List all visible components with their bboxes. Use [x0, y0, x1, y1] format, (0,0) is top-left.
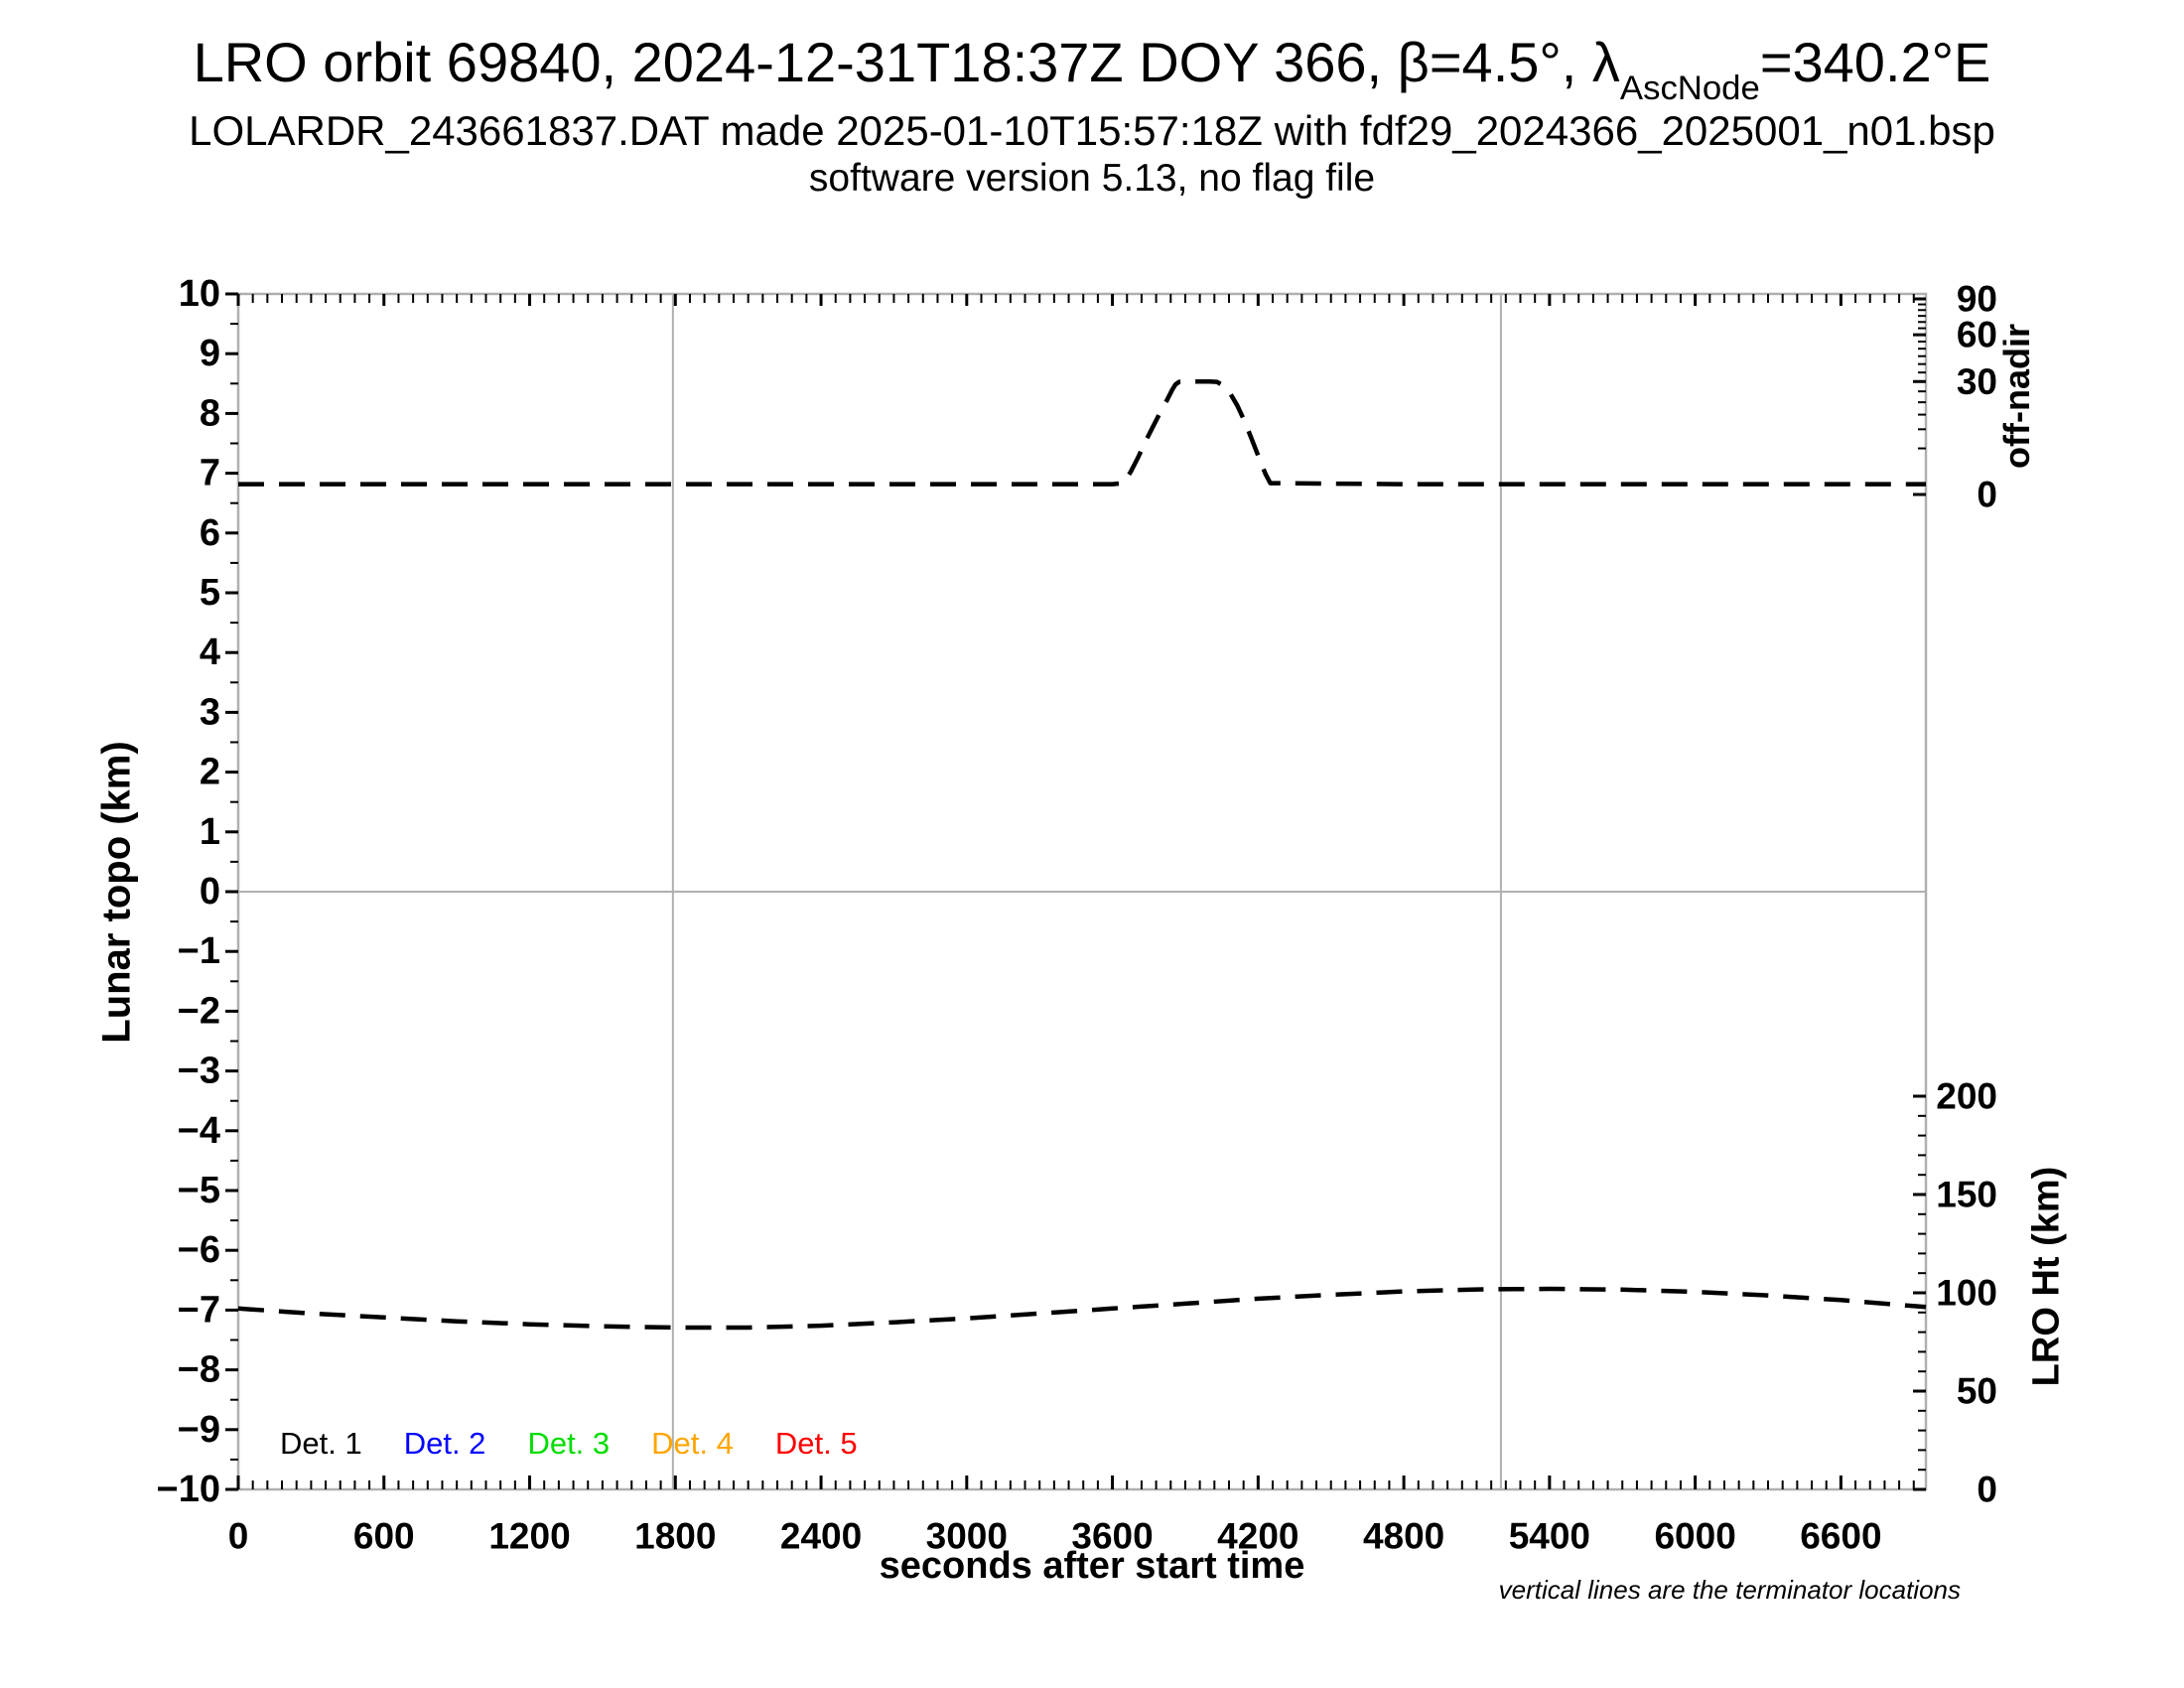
y-left-tick-label: 5 — [200, 572, 220, 614]
y-left-tick-label: −8 — [178, 1349, 220, 1391]
x-tick-label: 4200 — [1217, 1516, 1298, 1557]
x-tick-label: 5400 — [1509, 1516, 1590, 1557]
off-nadir-tick-label: 60 — [1957, 315, 1997, 355]
title-text-left: LRO orbit 69840, 2024-12-31T18:37Z DOY 3… — [193, 31, 1620, 93]
y-axis-label-lunar-topo: Lunar topo (km) — [94, 741, 139, 1044]
y-left-tick-label: −3 — [178, 1051, 220, 1092]
y-left-tick-label: 3 — [200, 691, 220, 733]
off-nadir-tick-label: 90 — [1957, 279, 1997, 320]
legend-item-det-3: Det. 3 — [527, 1426, 611, 1461]
y-left-tick-label: 4 — [200, 632, 220, 673]
terminator-footnote: vertical lines are the terminator locati… — [1498, 1575, 1961, 1605]
y-left-tick-label: 8 — [200, 392, 220, 434]
y-left-tick-label: 1 — [200, 811, 220, 853]
legend-item-det-2: Det. 2 — [403, 1426, 486, 1461]
subtitle-version-line: software version 5.13, no flag file — [808, 157, 1376, 200]
y-left-tick-label: 7 — [200, 453, 220, 494]
legend-item-det-1: Det. 1 — [280, 1426, 362, 1461]
x-tick-label: 2400 — [780, 1516, 862, 1557]
y-left-tick-label: 9 — [200, 333, 220, 374]
lro-ht-tick-label: 150 — [1936, 1175, 1997, 1215]
y-axis-label-off-nadir: off-nadir — [1996, 324, 2037, 469]
page-title: LRO orbit 69840, 2024-12-31T18:37Z DOY 3… — [0, 30, 2184, 106]
curve-off-nadir-angle — [238, 379, 1926, 487]
lro-ht-tick-label: 200 — [1936, 1076, 1997, 1117]
lro-ht-tick-label: 100 — [1936, 1273, 1997, 1314]
subtitle-file-line: LOLARDR_243661837.DAT made 2025-01-10T15… — [189, 107, 1995, 154]
y-left-tick-label: −5 — [178, 1170, 220, 1211]
x-tick-label: 1800 — [634, 1516, 716, 1557]
y-axis-label-lro-ht: LRO Ht (km) — [2025, 1166, 2068, 1387]
y-left-tick-label: 0 — [200, 871, 220, 913]
y-left-tick-label: −2 — [178, 990, 220, 1032]
y-left-tick-label: −10 — [157, 1469, 220, 1510]
lro-ht-tick-label: 50 — [1957, 1371, 1997, 1412]
legend-item-det-5: Det. 5 — [774, 1426, 858, 1461]
y-left-tick-label: 6 — [200, 512, 220, 554]
x-tick-label: 3600 — [1071, 1516, 1153, 1557]
y-left-tick-label: −7 — [178, 1289, 220, 1331]
curve-LRO-height — [237, 1286, 1927, 1331]
detector-legend: Det. 1 Det. 2 Det. 3 Det. 4 Det. 5 — [280, 1426, 899, 1462]
title-text-right: =340.2°E — [1759, 31, 1991, 93]
y-left-tick-label: −1 — [178, 930, 220, 972]
off-nadir-tick-label: 0 — [1977, 475, 1997, 515]
x-tick-label: 6600 — [1800, 1516, 1881, 1557]
y-left-tick-label: 2 — [200, 752, 220, 793]
x-tick-label: 1200 — [488, 1516, 570, 1557]
legend-item-det-4: Det. 4 — [651, 1426, 734, 1461]
y-left-tick-label: −4 — [178, 1110, 220, 1152]
x-tick-label: 3000 — [926, 1516, 1008, 1557]
x-axis-label: seconds after start time — [879, 1545, 1305, 1587]
x-tick-label: 0 — [228, 1516, 249, 1557]
y-left-tick-label: −9 — [178, 1409, 220, 1451]
x-tick-label: 4800 — [1363, 1516, 1444, 1557]
lro-ht-tick-label: 0 — [1977, 1470, 1997, 1510]
y-left-tick-label: −6 — [178, 1229, 220, 1271]
x-tick-label: 600 — [353, 1516, 415, 1557]
y-left-tick-label: 10 — [179, 273, 220, 315]
x-tick-label: 6000 — [1654, 1516, 1735, 1557]
off-nadir-tick-label: 30 — [1957, 361, 1997, 402]
title-subscript: AscNode — [1619, 70, 1760, 108]
